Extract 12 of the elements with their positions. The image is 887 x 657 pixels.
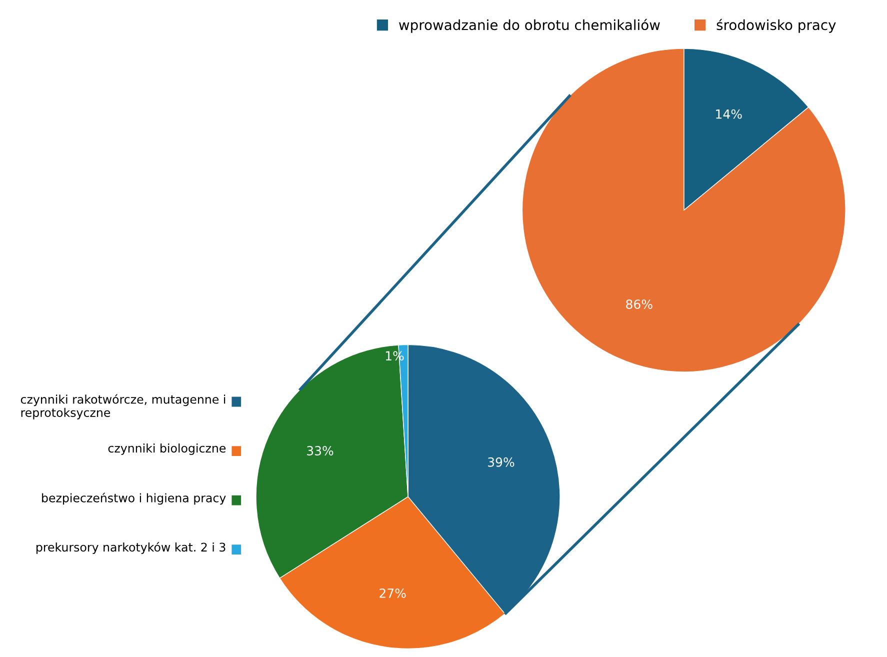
legend-label: bezpieczeństwo i higiena pracy [42,492,226,505]
legend-label: prekursory narkotyków kat. 2 i 3 [36,542,226,554]
data-label: 27% [380,588,406,598]
legend-label: czynniki rakotwórcze, mutagenne i reprotoksyczne [20,394,226,420]
legend-label: środowisko pracy [716,18,836,33]
data-label: 39% [488,457,514,467]
data-label: 86% [626,300,652,309]
data-label: 33% [307,446,334,456]
legend-label: wprowadzanie do obrotu chemikaliów [399,18,660,33]
data-label: 14% [716,109,742,119]
legend-label: czynniki biologiczne [108,443,226,455]
pie-slice [522,48,846,372]
